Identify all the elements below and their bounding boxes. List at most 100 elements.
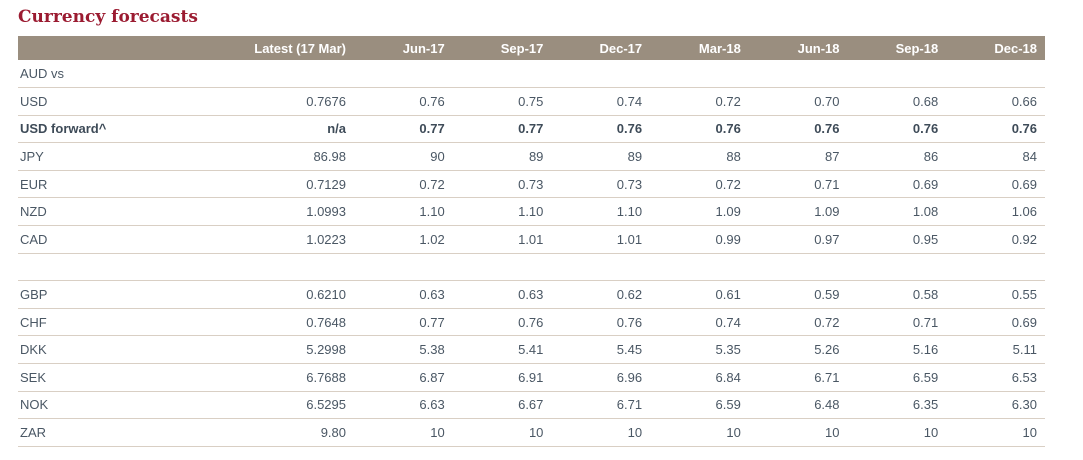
value-cell: 0.97 — [748, 225, 848, 254]
value-cell: 0.72 — [650, 87, 749, 116]
row-label: EUR — [18, 170, 208, 199]
value-cell: 0.77 — [452, 115, 552, 144]
value-cell: 6.96 — [551, 363, 651, 392]
value-cell — [452, 60, 552, 89]
value-cell: 0.69 — [946, 308, 1045, 337]
value-cell: 0.68 — [847, 87, 947, 116]
value-cell: 5.38 — [354, 335, 453, 365]
value-cell: 6.59 — [847, 363, 947, 392]
row-label: CHF — [18, 308, 208, 337]
value-cell: 0.63 — [354, 280, 453, 309]
value-cell: 0.66 — [946, 87, 1045, 116]
value-cell: 0.76 — [650, 115, 749, 144]
column-header: Dec-18 — [946, 36, 1045, 60]
column-header: Dec-17 — [551, 36, 651, 60]
value-cell: 0.76 — [452, 308, 552, 337]
value-cell: 0.73 — [452, 170, 552, 199]
value-cell: 5.2998 — [208, 335, 354, 365]
row-label: ZAR — [18, 418, 208, 447]
value-cell: 0.72 — [354, 170, 453, 199]
value-cell — [354, 60, 453, 89]
value-cell: 10 — [354, 418, 453, 447]
value-cell: 6.48 — [748, 391, 848, 420]
value-cell: 0.59 — [748, 280, 848, 309]
value-cell: 10 — [946, 418, 1045, 447]
value-cell: 10 — [650, 418, 749, 447]
column-header: Mar-18 — [650, 36, 749, 60]
table-row: USD 0.7676 0.76 0.75 0.74 0.72 0.70 0.68 0.66 — [18, 87, 1045, 116]
value-cell — [551, 253, 651, 282]
value-cell: 5.41 — [452, 335, 552, 365]
section-label: AUD vs — [18, 60, 208, 89]
value-cell: 5.16 — [847, 335, 947, 365]
value-cell: 0.7676 — [208, 87, 354, 116]
value-cell: 0.71 — [748, 170, 848, 199]
value-cell: 0.71 — [847, 308, 947, 337]
value-cell: 0.77 — [354, 308, 453, 337]
value-cell: 90 — [354, 142, 453, 171]
value-cell: 87 — [748, 142, 848, 171]
value-cell: 6.84 — [650, 363, 749, 392]
value-cell: 0.76 — [946, 115, 1045, 144]
row-label: GBP — [18, 280, 208, 309]
value-cell: 0.74 — [650, 308, 749, 337]
value-cell: 1.08 — [847, 197, 947, 227]
value-cell: 0.76 — [354, 87, 453, 116]
value-cell: 86 — [847, 142, 947, 171]
value-cell — [354, 253, 453, 282]
row-label: CAD — [18, 225, 208, 254]
table-row: CAD 1.0223 1.02 1.01 1.01 0.99 0.97 0.95 0.92 — [18, 225, 1045, 254]
value-cell — [208, 60, 354, 89]
table-row: EUR 0.7129 0.72 0.73 0.73 0.72 0.71 0.69 0.69 — [18, 170, 1045, 199]
value-cell: 89 — [551, 142, 651, 171]
value-cell: 1.0223 — [208, 225, 354, 254]
value-cell: 6.63 — [354, 391, 453, 420]
value-cell: 5.45 — [551, 335, 651, 365]
value-cell: 5.26 — [748, 335, 848, 365]
row-label — [18, 253, 208, 282]
table-row: NOK 6.5295 6.63 6.67 6.71 6.59 6.48 6.35 6.30 — [18, 391, 1045, 420]
value-cell: 6.91 — [452, 363, 552, 392]
value-cell: 6.35 — [847, 391, 947, 420]
value-cell: 10 — [847, 418, 947, 447]
table-row: ZAR 9.80 10 10 10 10 10 10 10 — [18, 418, 1045, 447]
value-cell: 5.11 — [946, 335, 1045, 365]
table-row: DKK 5.2998 5.38 5.41 5.45 5.35 5.26 5.16 5.11 — [18, 335, 1045, 365]
column-header: Sep-17 — [452, 36, 552, 60]
value-cell: 0.73 — [551, 170, 651, 199]
value-cell: 1.01 — [452, 225, 552, 254]
table-row: USD forward^ n/a 0.77 0.77 0.76 0.76 0.76 0.76 0… — [18, 115, 1045, 144]
value-cell: 1.10 — [354, 197, 453, 227]
value-cell — [650, 60, 749, 89]
value-cell: 1.09 — [650, 197, 749, 227]
value-cell: 6.71 — [748, 363, 848, 392]
value-cell: 0.74 — [551, 87, 651, 116]
value-cell: 0.62 — [551, 280, 651, 309]
value-cell: 0.77 — [354, 115, 453, 144]
value-cell: 1.06 — [946, 197, 1045, 227]
value-cell: 0.70 — [748, 87, 848, 116]
value-cell: 0.63 — [452, 280, 552, 309]
row-label-header — [18, 36, 208, 60]
value-cell: 0.7129 — [208, 170, 354, 199]
value-cell: 0.76 — [551, 308, 651, 337]
section-row: AUD vs — [18, 60, 1045, 89]
value-cell: 1.02 — [354, 225, 453, 254]
value-cell: 1.09 — [748, 197, 848, 227]
table-row: JPY 86.98 90 89 89 88 87 86 84 — [18, 142, 1045, 171]
column-header: Jun-17 — [354, 36, 453, 60]
value-cell — [748, 60, 848, 89]
value-cell: 10 — [748, 418, 848, 447]
value-cell: 86.98 — [208, 142, 354, 171]
value-cell: 89 — [452, 142, 552, 171]
page-title: Currency forecasts — [18, 7, 198, 27]
row-label: USD — [18, 87, 208, 116]
value-cell — [946, 60, 1045, 89]
value-cell: 9.80 — [208, 418, 354, 447]
value-cell — [847, 253, 947, 282]
table-row: GBP 0.6210 0.63 0.63 0.62 0.61 0.59 0.58 0.55 — [18, 280, 1045, 309]
value-cell: 1.10 — [452, 197, 552, 227]
value-cell: 0.55 — [946, 280, 1045, 309]
value-cell: 0.95 — [847, 225, 947, 254]
